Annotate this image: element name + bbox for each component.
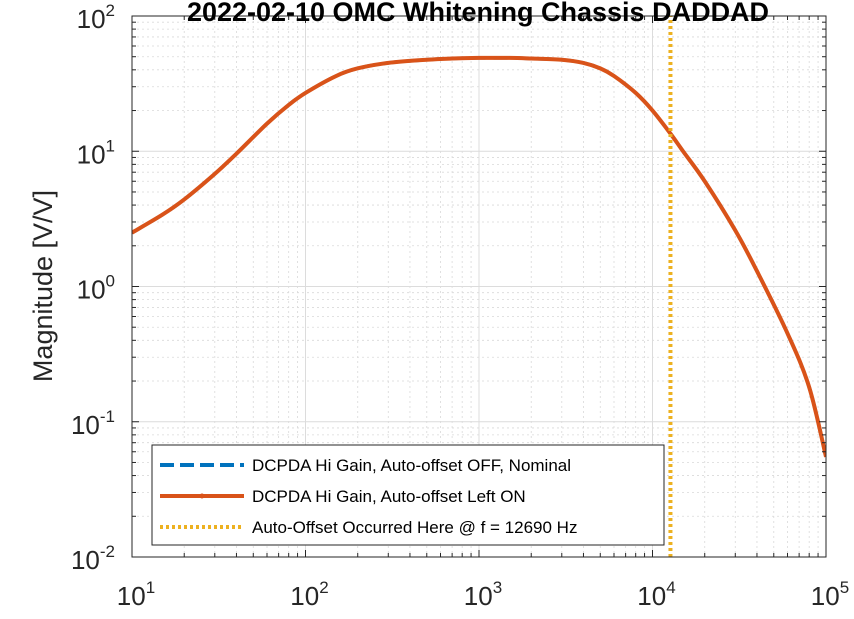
- y-tick-label: 100: [77, 272, 115, 305]
- chart-title: 2022-02-10 OMC Whitening Chassis DADDAD: [187, 0, 769, 27]
- series-layer: [132, 16, 826, 557]
- y-tick-label: 102: [77, 1, 115, 34]
- series-line-2: [132, 55, 826, 458]
- legend-label-1: DCPDA Hi Gain, Auto-offset OFF, Nominal: [252, 456, 571, 475]
- y-tick-label: 101: [77, 136, 115, 169]
- legend: DCPDA Hi Gain, Auto-offset OFF, Nominal D…: [151, 444, 665, 546]
- y-tick-label: 10-1: [71, 407, 115, 440]
- x-tick-label: 104: [637, 578, 675, 611]
- tick-labels: 101 102 103 104 105 102 101 100 10-1 10-2: [71, 1, 849, 611]
- x-tick-label: 103: [464, 578, 502, 611]
- y-axis-label: Magnitude [V/V]: [28, 190, 58, 382]
- legend-marker: [199, 493, 205, 499]
- x-tick-label: 105: [811, 578, 849, 611]
- x-tick-label: 102: [290, 578, 328, 611]
- ticks: [131, 15, 827, 558]
- y-tick-label: 10-2: [71, 542, 115, 575]
- x-tick-label: 101: [117, 578, 155, 611]
- legend-label-2: DCPDA Hi Gain, Auto-offset Left ON: [252, 487, 526, 506]
- legend-label-3: Auto-Offset Occurred Here @ f = 12690 Hz: [252, 518, 577, 537]
